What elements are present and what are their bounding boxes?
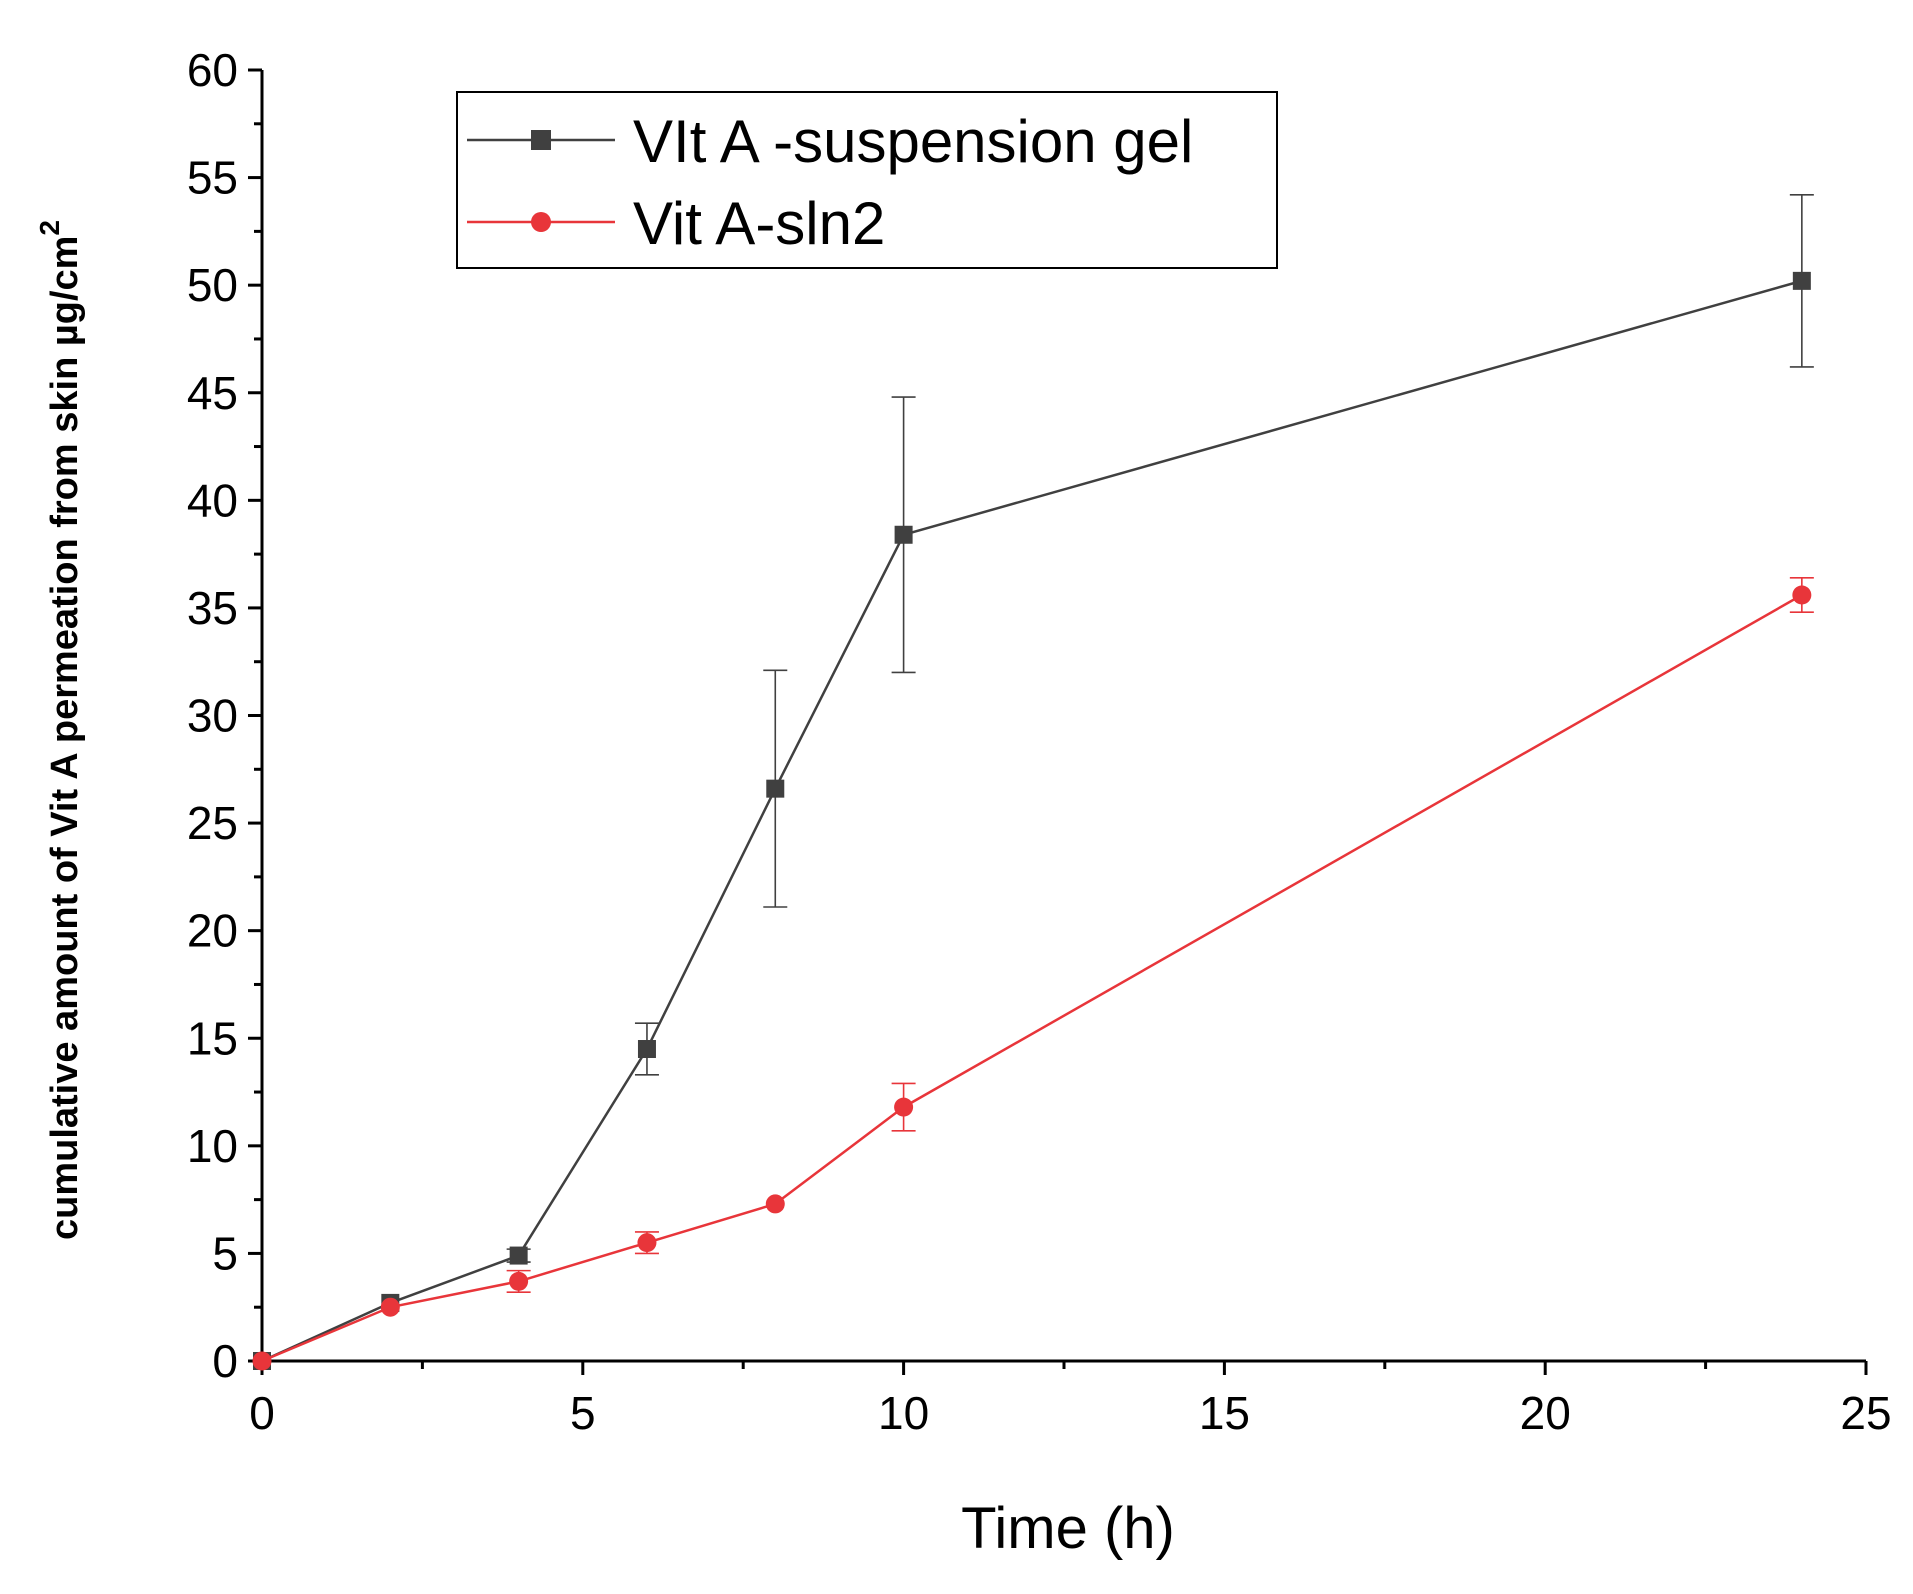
y-tick-label: 10 xyxy=(187,1120,238,1172)
series-line xyxy=(261,593,1803,1363)
data-point xyxy=(637,1233,657,1253)
y-tick-label: 50 xyxy=(187,259,238,311)
series-line xyxy=(261,279,1803,1363)
data-point xyxy=(1792,585,1812,605)
data-point xyxy=(766,779,785,798)
legend: VIt A -suspension gel Vit A-sln2 xyxy=(456,91,1278,269)
x-axis-title: Time (h) xyxy=(961,1496,1175,1561)
y-tick-label: 15 xyxy=(187,1012,238,1064)
data-point xyxy=(509,1271,529,1291)
y-axis-title-group: cumulative amount of Vit A permeation fr… xyxy=(34,220,86,1240)
data-point xyxy=(252,1351,272,1371)
y-tick-label: 20 xyxy=(187,905,238,957)
x-tick-label: 15 xyxy=(1199,1387,1250,1439)
data-point xyxy=(380,1297,400,1317)
y-axis-title: cumulative amount of Vit A permeation fr… xyxy=(34,220,86,1240)
y-tick-label: 55 xyxy=(187,152,238,204)
y-tick-label: 5 xyxy=(212,1227,238,1279)
y-tick-label: 35 xyxy=(187,582,238,634)
data-point xyxy=(894,525,913,544)
legend-label-suspension-gel: VIt A -suspension gel xyxy=(633,108,1193,175)
legend-frame xyxy=(456,91,1278,269)
legend-label-sln2: Vit A-sln2 xyxy=(633,190,885,257)
x-tick-label: 20 xyxy=(1520,1387,1571,1439)
y-axis-title-text: cumulative amount of Vit A permeation fr… xyxy=(44,236,86,1240)
x-tick-label: 0 xyxy=(249,1387,275,1439)
y-tick-label: 45 xyxy=(187,367,238,419)
y-tick-label: 30 xyxy=(187,690,238,742)
x-tick-label: 25 xyxy=(1840,1387,1891,1439)
y-tick-label: 25 xyxy=(187,797,238,849)
y-tick-label: 0 xyxy=(212,1335,238,1387)
x-tick-label: 5 xyxy=(570,1387,596,1439)
y-tick-label: 40 xyxy=(187,474,238,526)
series-0 xyxy=(253,193,1814,1370)
legend-marker-suspension-gel xyxy=(531,130,551,150)
data-point xyxy=(894,1097,914,1117)
data-point xyxy=(765,1194,785,1214)
series-1 xyxy=(252,576,1814,1371)
series-layer xyxy=(252,193,1814,1371)
y-axis-title-superscript: 2 xyxy=(34,220,65,236)
legend-marker-sln2 xyxy=(531,212,551,232)
data-point xyxy=(509,1246,528,1265)
data-point xyxy=(637,1040,656,1059)
x-tick-label: 10 xyxy=(878,1387,929,1439)
data-point xyxy=(1792,271,1811,290)
axes: 0 5 10 15 20 25 30 35 40 45 50 55 60 0 5 10 15 20 25 xyxy=(187,44,1892,1439)
y-tick-label: 60 xyxy=(187,44,238,96)
